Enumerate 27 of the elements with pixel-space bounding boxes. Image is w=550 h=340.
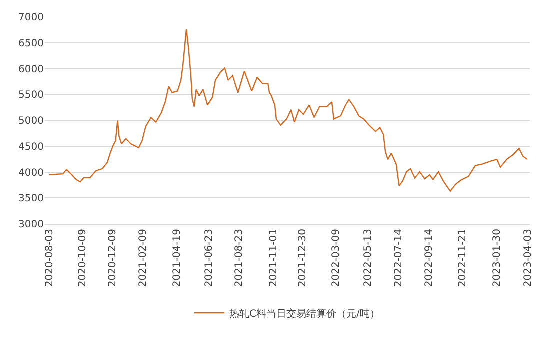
x-tick-label: 2023-04-03	[522, 229, 534, 288]
x-tick-label: 2022-11-21	[457, 229, 468, 288]
x-tick-label: 2021-08-23	[234, 229, 245, 288]
y-tick-label: 3500	[18, 194, 44, 205]
x-tick-label: 2021-02-09	[138, 229, 150, 288]
y-tick-label: 7000	[18, 12, 44, 24]
x-tick-label: 2021-12-30	[297, 229, 308, 288]
y-tick-label: 6000	[18, 64, 44, 76]
y-tick-label: 3000	[18, 220, 44, 230]
x-tick-label: 2022-05-13	[363, 229, 374, 288]
y-tick-label: 4000	[18, 168, 44, 179]
x-tick-label: 2020-08-03	[44, 229, 56, 288]
y-tick-label: 6500	[18, 38, 44, 50]
x-tick-label: 2021-06-23	[204, 229, 215, 288]
legend-label: 热轧C料当日交易结算价（元/吨）	[230, 308, 380, 320]
x-tick-label: 2022-09-14	[424, 229, 436, 288]
line-series	[48, 28, 528, 192]
x-tick-label: 2020-10-09	[78, 229, 89, 288]
y-tick-label: 5500	[18, 90, 44, 102]
x-tick-label: 2021-04-19	[172, 229, 183, 288]
x-tick-label: 2020-12-09	[108, 229, 119, 288]
y-tick-label: 4500	[18, 142, 44, 153]
x-tick-label: 2022-03-09	[331, 229, 342, 288]
x-tick-label: 2021-11-01	[268, 229, 280, 288]
x-tick-label: 2023-01-30	[492, 229, 503, 288]
y-tick-label: 5000	[18, 116, 44, 127]
x-tick-label: 2022-07-14	[394, 229, 405, 288]
